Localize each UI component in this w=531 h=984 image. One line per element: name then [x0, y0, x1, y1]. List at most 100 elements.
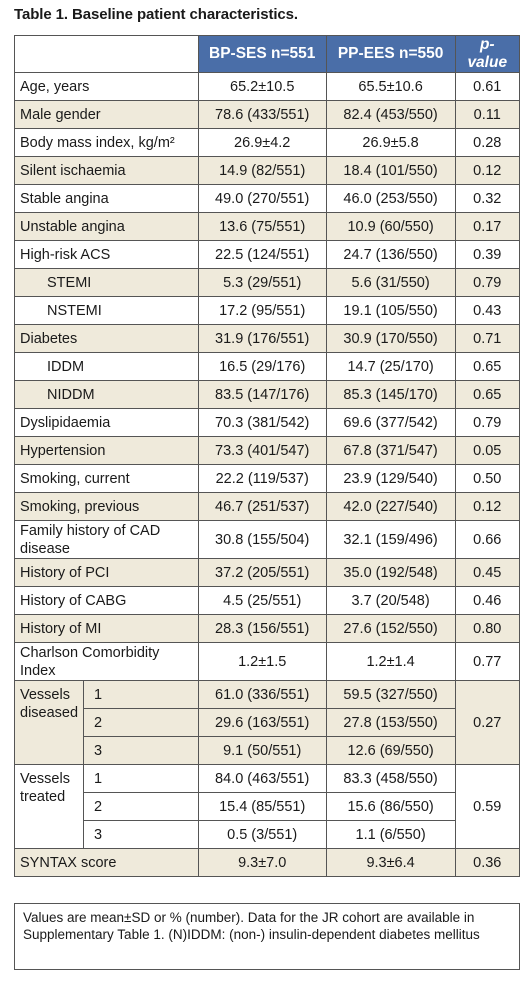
p-value: 0.61 — [454, 72, 521, 101]
row-label: High-risk ACS — [14, 240, 199, 269]
bp-ses-value: 4.5 (25/551) — [197, 586, 327, 615]
row-label: Male gender — [14, 100, 199, 129]
bp-ses-value: 16.5 (29/176) — [197, 352, 327, 381]
table-row: Smoking, current 22.2 (119/537) 23.9 (129/… — [14, 464, 521, 493]
pp-ees-value: 23.9 (129/540) — [325, 464, 456, 493]
row-label: SYNTAX score — [14, 848, 199, 877]
pp-ees-value: 26.9±5.8 — [325, 128, 456, 157]
pp-ees-value: 18.4 (101/550) — [325, 156, 456, 185]
bp-ses-value: 49.0 (270/551) — [197, 184, 327, 213]
bp-ses-value: 30.8 (155/504) — [197, 520, 327, 559]
p-value: 0.05 — [454, 436, 521, 465]
group-label: Vessels treated — [13, 764, 85, 849]
bp-ses-value: 61.0 (336/551) — [197, 680, 327, 709]
bp-ses-value: 14.9 (82/551) — [197, 156, 327, 185]
table-row: 2 15.4 (85/551) 15.6 (86/550) — [15, 792, 520, 821]
pp-ees-value: 30.9 (170/550) — [325, 324, 456, 353]
sub-number: 3 — [83, 820, 199, 849]
header-p-value: p-value — [454, 35, 521, 73]
p-value: 0.46 — [454, 586, 521, 615]
p-value: 0.43 — [454, 296, 521, 325]
p-value: 0.17 — [454, 212, 521, 241]
row-label: Smoking, previous — [14, 492, 199, 521]
pp-ees-value: 27.6 (152/550) — [325, 614, 456, 643]
bp-ses-value: 65.2±10.5 — [197, 72, 327, 101]
table-row: 3 0.5 (3/551) 1.1 (6/550) — [15, 820, 520, 849]
pp-ees-value: 83.3 (458/550) — [325, 764, 456, 793]
table-row: History of PCI 37.2 (205/551) 35.0 (192/54… — [14, 558, 521, 587]
sub-number: 1 — [83, 764, 199, 793]
p-value: 0.65 — [454, 380, 521, 409]
table-row: Body mass index, kg/m² 26.9±4.2 26.9±5.8 0.… — [14, 128, 521, 157]
pp-ees-value: 15.6 (86/550) — [325, 792, 456, 821]
pp-ees-value: 12.6 (69/550) — [325, 736, 456, 765]
header-blank — [14, 35, 199, 73]
bp-ses-value: 13.6 (75/551) — [197, 212, 327, 241]
table-row: Smoking, previous 46.7 (251/537) 42.0 (227… — [14, 492, 521, 521]
p-value: 0.80 — [454, 614, 521, 643]
p-value: 0.39 — [454, 240, 521, 269]
p-value: 0.50 — [454, 464, 521, 493]
bp-ses-value: 83.5 (147/176) — [197, 380, 327, 409]
bp-ses-value: 84.0 (463/551) — [197, 764, 327, 793]
row-label: STEMI — [14, 268, 199, 297]
bp-ses-value: 1.2±1.5 — [197, 642, 327, 681]
p-value: 0.11 — [454, 100, 521, 129]
bp-ses-value: 73.3 (401/547) — [197, 436, 327, 465]
row-label: Family history of CAD disease — [14, 520, 199, 559]
row-label: IDDM — [14, 352, 199, 381]
bp-ses-value: 9.3±7.0 — [197, 848, 327, 877]
pp-ees-value: 82.4 (453/550) — [325, 100, 456, 129]
row-label: Silent ischaemia — [14, 156, 199, 185]
bp-ses-value: 46.7 (251/537) — [197, 492, 327, 521]
bp-ses-value: 22.2 (119/537) — [197, 464, 327, 493]
row-label: NSTEMI — [14, 296, 199, 325]
table-row: 3 9.1 (50/551) 12.6 (69/550) — [15, 736, 520, 765]
sub-number: 2 — [83, 792, 199, 821]
row-label: Charlson Comorbidity Index — [14, 642, 199, 681]
pp-ees-value: 10.9 (60/550) — [325, 212, 456, 241]
table-row: History of CABG 4.5 (25/551) 3.7 (20/548) 0… — [14, 586, 521, 615]
pp-ees-value: 14.7 (25/170) — [325, 352, 456, 381]
row-label: NIDDM — [14, 380, 199, 409]
table-row: History of MI 28.3 (156/551) 27.6 (152/550… — [14, 614, 521, 643]
sub-number: 1 — [83, 680, 199, 709]
pp-ees-value: 85.3 (145/170) — [325, 380, 456, 409]
table-row: Diabetes 31.9 (176/551) 30.9 (170/550) 0.71 — [14, 324, 521, 353]
table-row: Stable angina 49.0 (270/551) 46.0 (253/550… — [14, 184, 521, 213]
table-row: High-risk ACS 22.5 (124/551) 24.7 (136/550… — [14, 240, 521, 269]
bp-ses-value: 31.9 (176/551) — [197, 324, 327, 353]
p-value: 0.32 — [454, 184, 521, 213]
bp-ses-value: 37.2 (205/551) — [197, 558, 327, 587]
table-row: SYNTAX score 9.3±7.0 9.3±6.4 0.36 — [14, 848, 521, 877]
bp-ses-value: 17.2 (95/551) — [197, 296, 327, 325]
table-row: IDDM 16.5 (29/176) 14.7 (25/170) 0.65 — [14, 352, 521, 381]
pp-ees-value: 69.6 (377/542) — [325, 408, 456, 437]
bp-ses-value: 22.5 (124/551) — [197, 240, 327, 269]
p-value: 0.12 — [454, 492, 521, 521]
row-label: Diabetes — [14, 324, 199, 353]
row-label: Smoking, current — [14, 464, 199, 493]
p-value: 0.45 — [454, 558, 521, 587]
table-title: Table 1. Baseline patient characteristic… — [14, 6, 298, 23]
row-label: Age, years — [14, 72, 199, 101]
table-footnote: Values are mean±SD or % (number). Data f… — [14, 903, 520, 970]
pp-ees-value: 65.5±10.6 — [325, 72, 456, 101]
row-label: Stable angina — [14, 184, 199, 213]
header-pp-ees: PP-EES n=550 — [325, 35, 456, 73]
sub-number: 2 — [83, 708, 199, 737]
p-value: 0.27 — [454, 680, 521, 765]
table-row: Silent ischaemia 14.9 (82/551) 18.4 (101/5… — [14, 156, 521, 185]
table-row: Unstable angina 13.6 (75/551) 10.9 (60/550… — [14, 212, 521, 241]
table-row: Family history of CAD disease 30.8 (155/5… — [14, 520, 521, 559]
row-label: Unstable angina — [14, 212, 199, 241]
row-label: Body mass index, kg/m² — [14, 128, 199, 157]
table-row: Charlson Comorbidity Index 1.2±1.5 1.2±1.4… — [14, 642, 521, 681]
p-value: 0.12 — [454, 156, 521, 185]
pp-ees-value: 59.5 (327/550) — [325, 680, 456, 709]
baseline-table: BP-SES n=551 PP-EES n=550 p-value Age, y… — [13, 35, 521, 877]
pp-ees-value: 5.6 (31/550) — [325, 268, 456, 297]
table-row: Dyslipidaemia 70.3 (381/542) 69.6 (377/542… — [14, 408, 521, 437]
pp-ees-value: 1.1 (6/550) — [325, 820, 456, 849]
bp-ses-value: 5.3 (29/551) — [197, 268, 327, 297]
